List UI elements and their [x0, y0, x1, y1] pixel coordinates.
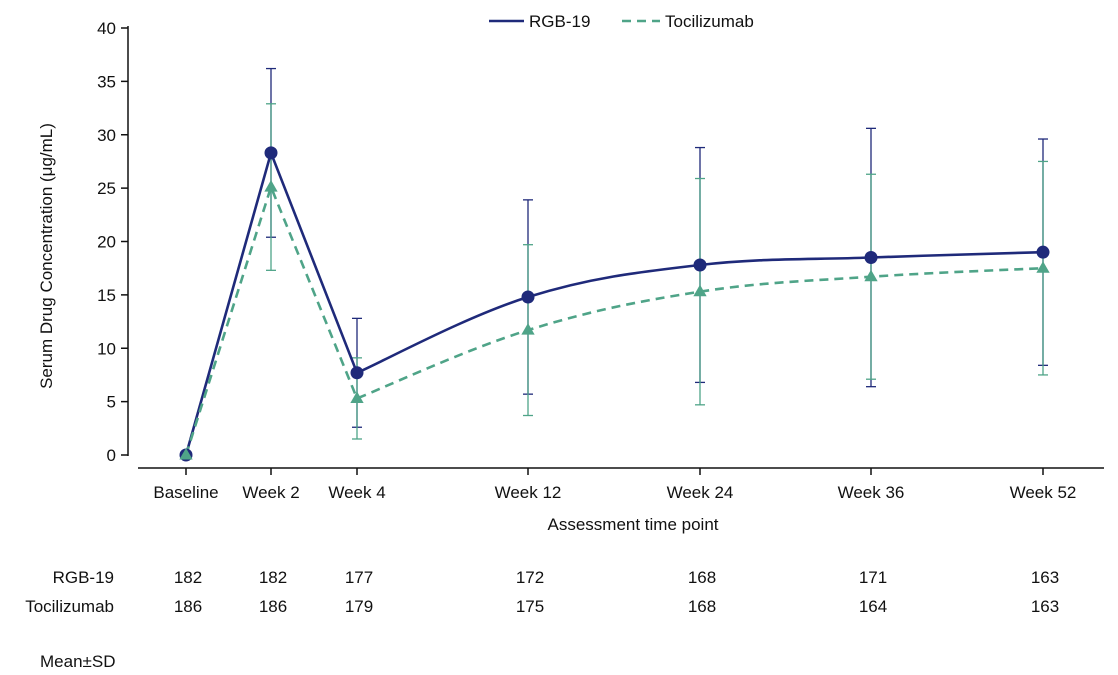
n-value-1-3: 175 [516, 597, 544, 616]
n-value-0-4: 168 [688, 568, 716, 587]
x-tick-label: Week 12 [495, 483, 562, 502]
data-markers [179, 146, 1050, 462]
marker-0-5 [864, 251, 878, 265]
x-tick-label: Week 36 [838, 483, 905, 502]
marker-0-1 [264, 146, 278, 160]
n-value-0-0: 182 [174, 568, 202, 587]
error-bars [266, 67, 1048, 440]
footnote: Mean±SD [40, 652, 115, 671]
n-at-risk-table: RGB-19 182 182 177 172 168 171 163 Tocilizumab 18… [25, 568, 1059, 616]
y-tick-label: 30 [97, 126, 116, 145]
legend: RGB-19 Tocilizumab [489, 12, 754, 31]
marker-1-6 [1036, 261, 1050, 273]
y-tick-label: 25 [97, 179, 116, 198]
y-tick-label: 0 [107, 446, 116, 465]
y-tick-label: 15 [97, 286, 116, 305]
marker-1-3 [521, 323, 535, 335]
marker-1-0 [179, 448, 193, 460]
y-tick-label: 35 [97, 72, 116, 91]
n-row-label-0: RGB-19 [53, 568, 114, 587]
marker-1-2 [350, 391, 364, 403]
series-line-1 [184, 183, 1044, 456]
series-line-0 [184, 148, 1044, 456]
n-value-0-5: 171 [859, 568, 887, 587]
n-value-1-5: 164 [859, 597, 887, 616]
n-value-1-4: 168 [688, 597, 716, 616]
x-tick-label: Baseline [153, 483, 218, 502]
x-tick-label: Week 52 [1010, 483, 1077, 502]
series-lines [184, 148, 1044, 456]
marker-0-3 [521, 290, 535, 304]
axes: 0 5 10 15 20 25 30 35 40 Baseline Week 2 Week 4 Week… [97, 19, 1104, 502]
marker-1-1 [264, 180, 278, 192]
x-tick-label: Week 2 [242, 483, 299, 502]
n-value-0-6: 163 [1031, 568, 1059, 587]
y-tick-label: 20 [97, 233, 116, 252]
x-tick-label: Week 24 [667, 483, 734, 502]
n-value-1-6: 163 [1031, 597, 1059, 616]
n-value-1-1: 186 [259, 597, 287, 616]
marker-0-2 [350, 366, 364, 380]
y-axis-label: Serum Drug Concentration (μg/mL) [37, 123, 56, 389]
n-value-0-1: 182 [259, 568, 287, 587]
marker-0-6 [1036, 245, 1050, 259]
marker-1-5 [864, 269, 878, 282]
y-tick-label: 40 [97, 19, 116, 38]
x-tick-label: Week 4 [328, 483, 385, 502]
n-value-0-3: 172 [516, 568, 544, 587]
marker-0-4 [693, 258, 707, 272]
y-tick-label: 10 [97, 339, 116, 358]
x-axis-label: Assessment time point [547, 515, 718, 534]
legend-label-0: RGB-19 [529, 12, 590, 31]
legend-label-1: Tocilizumab [665, 12, 754, 31]
n-value-1-0: 186 [174, 597, 202, 616]
y-tick-label: 5 [107, 393, 116, 412]
n-value-0-2: 177 [345, 568, 373, 587]
marker-1-4 [693, 284, 707, 297]
n-value-1-2: 179 [345, 597, 373, 616]
n-row-label-1: Tocilizumab [25, 597, 114, 616]
